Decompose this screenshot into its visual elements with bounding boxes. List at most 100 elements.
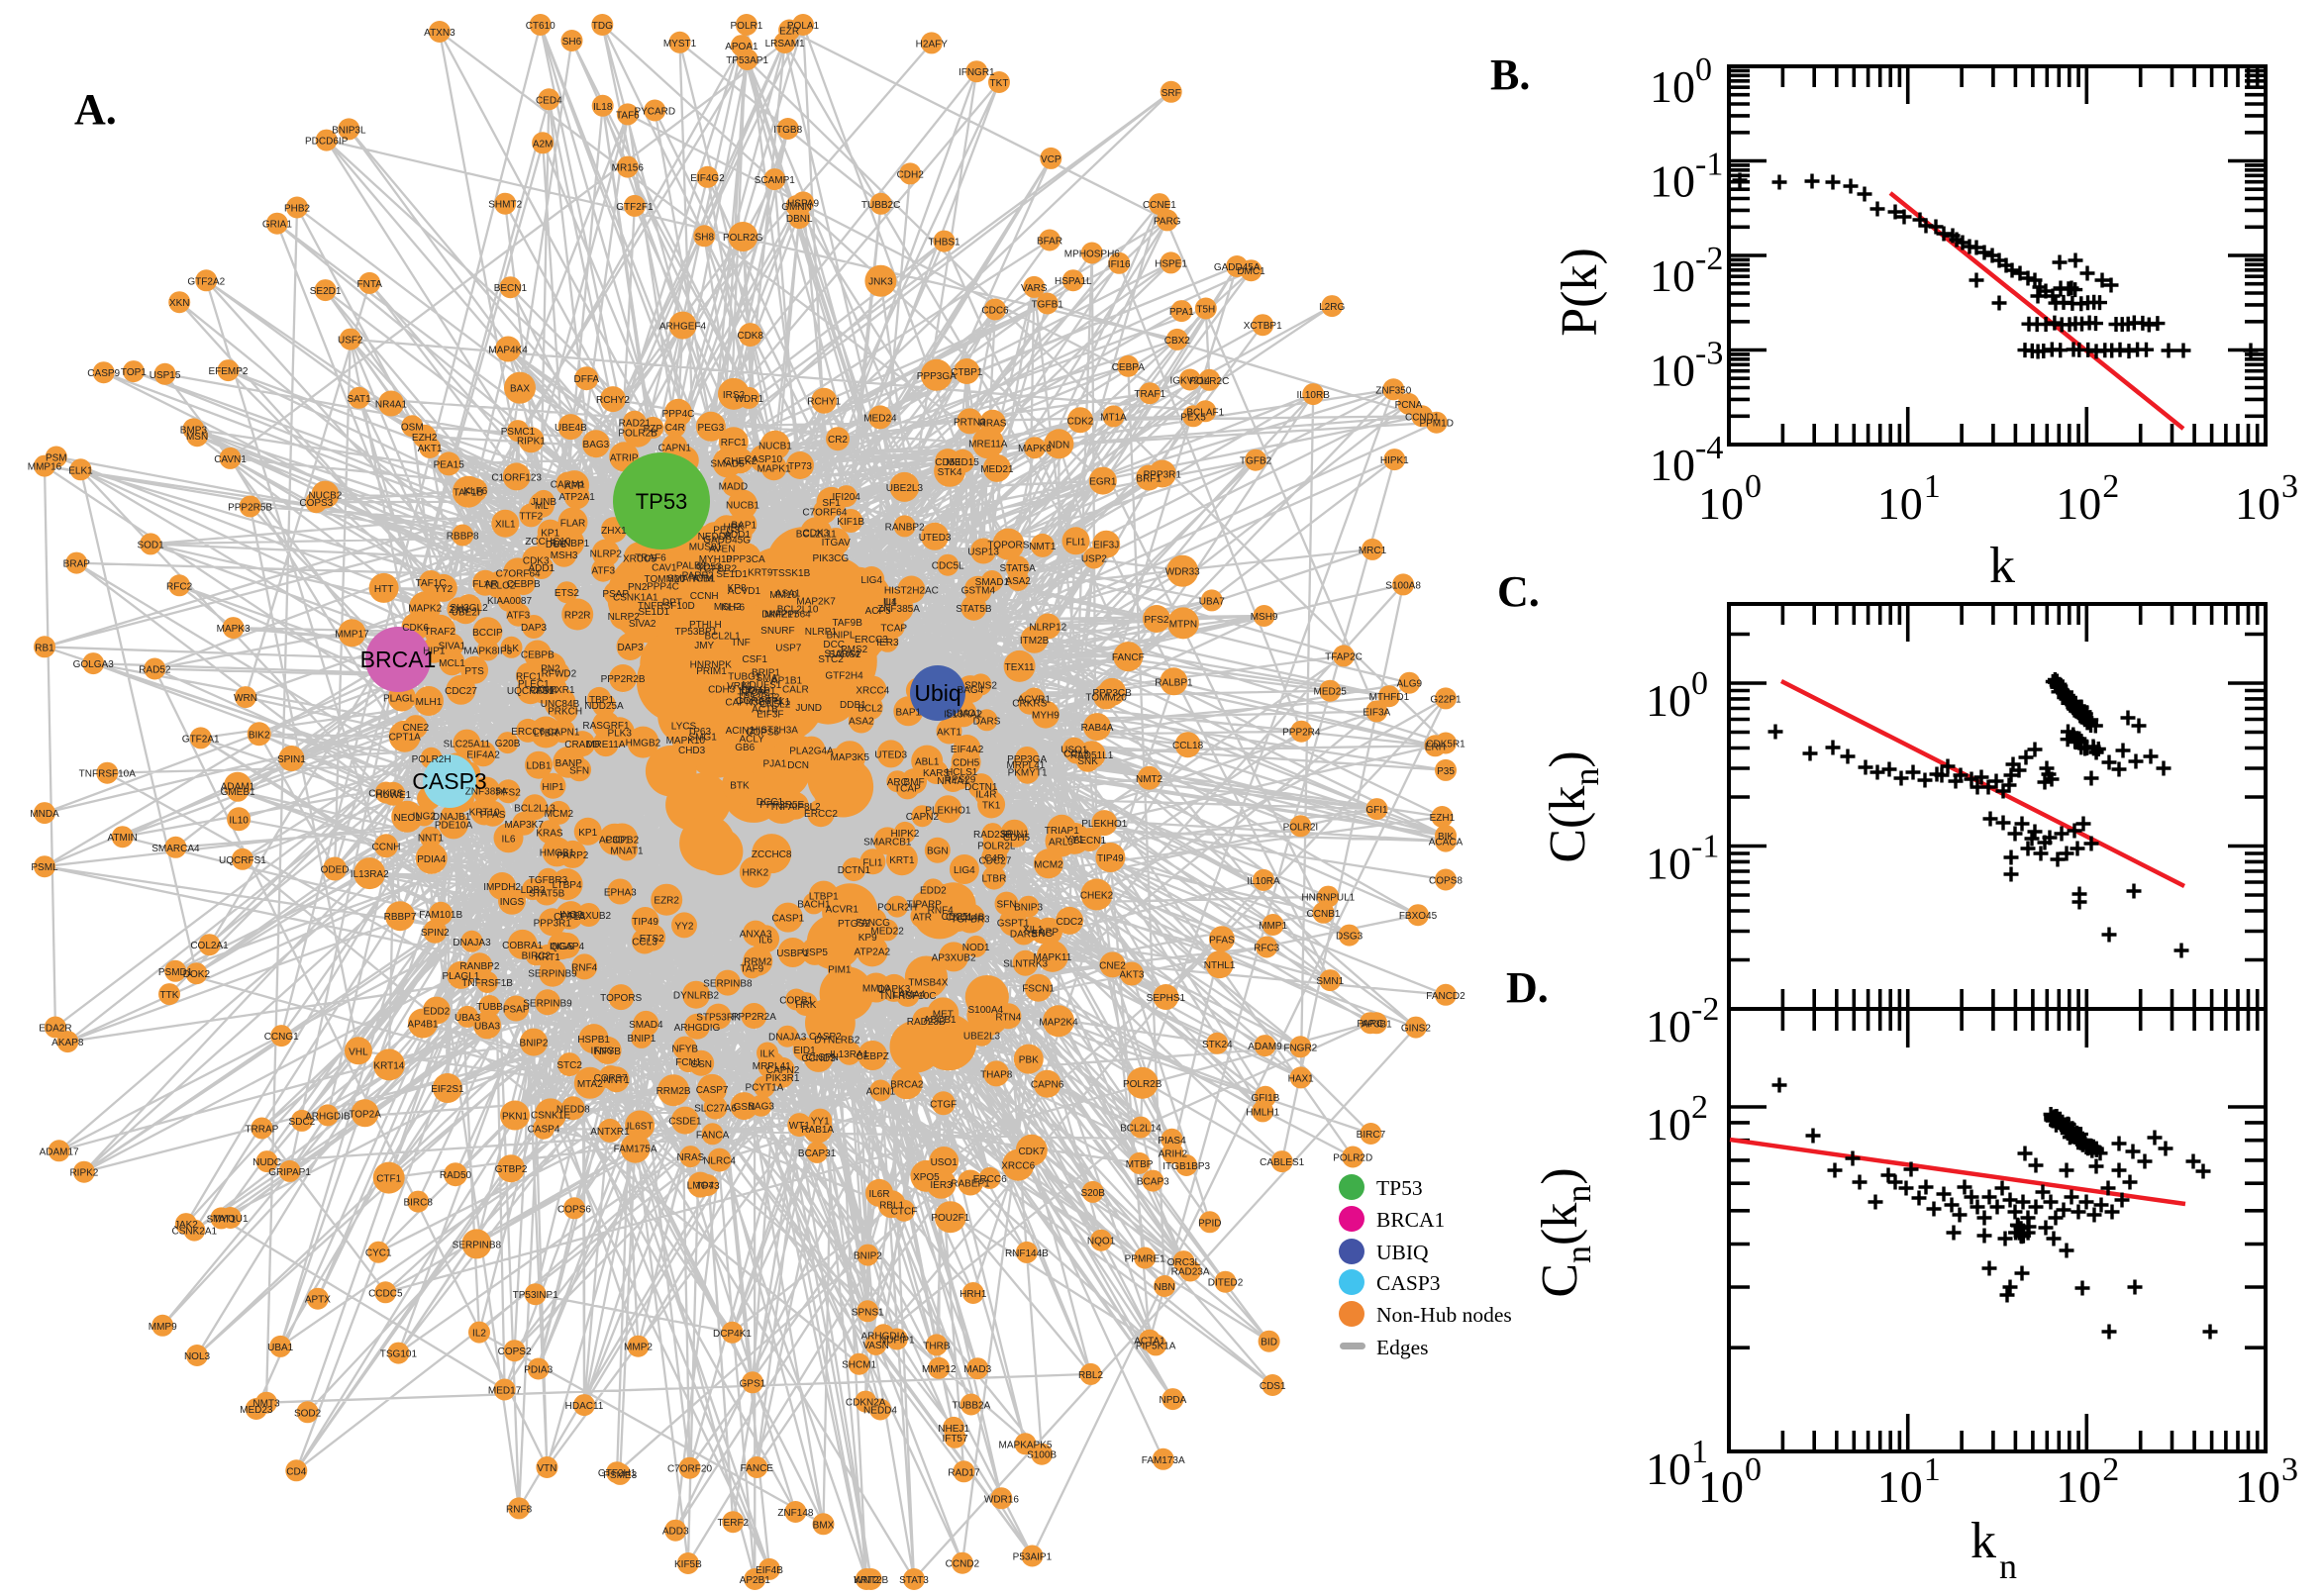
svg-text:BAP1: BAP1: [896, 707, 922, 718]
svg-text:IL18: IL18: [593, 102, 613, 113]
svg-text:HNRNPUL1: HNRNPUL1: [1301, 893, 1355, 904]
svg-text:BNIP2: BNIP2: [854, 1251, 882, 1262]
svg-text:3: 3: [2281, 468, 2298, 505]
svg-text:COL2A1: COL2A1: [190, 941, 229, 951]
svg-text:TK1: TK1: [982, 801, 1001, 812]
svg-text:CBX2: CBX2: [1164, 336, 1191, 347]
svg-text:BRF1: BRF1: [1136, 474, 1162, 485]
svg-text:PIAS4: PIAS4: [1158, 1136, 1186, 1147]
svg-text:10: 10: [1650, 156, 1695, 207]
svg-text:IFNG: IFNG: [591, 1047, 615, 1057]
svg-text:B.: B.: [1490, 50, 1530, 99]
svg-text:FBXO45: FBXO45: [1399, 911, 1438, 922]
svg-text:NEDD4: NEDD4: [863, 1406, 897, 1417]
svg-text:PALB2: PALB2: [676, 561, 707, 572]
svg-text:DMC1: DMC1: [1237, 266, 1265, 277]
svg-text:TOPORS: TOPORS: [600, 993, 642, 1004]
svg-text:SE1D1: SE1D1: [716, 569, 748, 580]
svg-text:CSNK1E: CSNK1E: [531, 1110, 570, 1121]
svg-text:MAP2K7: MAP2K7: [796, 596, 836, 607]
svg-text:ADD1: ADD1: [528, 563, 555, 574]
svg-text:10: 10: [2056, 478, 2101, 529]
svg-text:ODED: ODED: [321, 865, 350, 876]
svg-text:DARS: DARS: [973, 716, 1001, 727]
svg-text:NLRP2: NLRP2: [590, 549, 623, 560]
svg-text:PSMD1: PSMD1: [158, 967, 193, 978]
svg-text:TNF: TNF: [731, 638, 750, 648]
svg-text:NMT3: NMT3: [252, 1399, 280, 1410]
svg-text:USP5: USP5: [802, 948, 829, 958]
svg-text:TP53: TP53: [1376, 1176, 1423, 1200]
svg-text:PDIA3: PDIA3: [524, 1365, 553, 1376]
svg-text:ATMIN: ATMIN: [108, 833, 138, 844]
svg-text:PRTN3: PRTN3: [954, 417, 986, 428]
svg-text:XRCC5: XRCC5: [623, 553, 656, 564]
svg-text:USP13: USP13: [967, 548, 999, 558]
svg-text:TUBB2A: TUBB2A: [952, 1401, 990, 1412]
svg-text:ACVR1: ACVR1: [826, 905, 859, 916]
svg-text:RNF8: RNF8: [506, 1504, 533, 1515]
svg-text:SHCM1: SHCM1: [842, 1360, 876, 1371]
svg-text:MUS81: MUS81: [689, 542, 723, 552]
svg-text:EZR: EZR: [779, 27, 799, 38]
svg-text:ARHGDIG: ARHGDIG: [674, 1023, 721, 1034]
svg-text:RNF4: RNF4: [928, 906, 955, 917]
svg-text:ACLY: ACLY: [740, 735, 765, 746]
svg-text:MMP2: MMP2: [624, 1343, 653, 1353]
svg-text:CRKRS: CRKRS: [368, 789, 403, 800]
svg-text:DITED2: DITED2: [1208, 1278, 1244, 1289]
svg-text:TNFRSF10A: TNFRSF10A: [79, 769, 137, 780]
svg-text:CASP2: CASP2: [809, 1032, 842, 1043]
svg-text:CASP10: CASP10: [745, 454, 783, 465]
svg-text:CNE2: CNE2: [402, 723, 429, 734]
svg-text:SERPINB8: SERPINB8: [453, 1240, 502, 1250]
svg-text:SAT1: SAT1: [347, 394, 371, 405]
svg-text:XRCC6: XRCC6: [1001, 1161, 1035, 1172]
svg-text:BIRC7: BIRC7: [1357, 1130, 1386, 1141]
svg-text:CDH5: CDH5: [1003, 833, 1031, 844]
svg-text:IRS2: IRS2: [723, 390, 746, 401]
svg-text:1: 1: [1924, 1451, 1941, 1488]
svg-text:WDR33: WDR33: [1165, 567, 1200, 578]
svg-text:TOP1: TOP1: [121, 367, 147, 378]
svg-text:THRB: THRB: [923, 1341, 951, 1351]
svg-text:COPS2: COPS2: [498, 1347, 532, 1357]
svg-text:UBIQ: UBIQ: [1376, 1241, 1429, 1264]
svg-text:DAPK3: DAPK3: [878, 984, 911, 995]
svg-text:ACTB: ACTB: [752, 705, 778, 716]
svg-text:DAP3: DAP3: [521, 623, 548, 634]
svg-text:KP8: KP8: [728, 583, 747, 594]
svg-text:-1: -1: [1691, 829, 1719, 865]
svg-text:EGR1: EGR1: [1089, 477, 1117, 488]
svg-text:KRT1: KRT1: [889, 855, 915, 866]
svg-text:ADD3: ADD3: [662, 1527, 689, 1538]
svg-text:SPIN1: SPIN1: [1000, 830, 1029, 841]
svg-text:LIG4: LIG4: [860, 575, 882, 586]
svg-text:CASP3: CASP3: [1376, 1271, 1441, 1295]
svg-text:0: 0: [1745, 468, 1762, 505]
svg-text:CHD3: CHD3: [678, 746, 706, 756]
svg-text:JMY: JMY: [694, 641, 714, 651]
svg-text:LTBR: LTBR: [534, 729, 558, 740]
svg-text:MAP3K5: MAP3K5: [830, 752, 869, 763]
svg-text:KLF6: KLF6: [721, 603, 745, 614]
svg-text:VTN: VTN: [537, 1463, 556, 1474]
svg-text:KLF6: KLF6: [463, 486, 487, 497]
svg-text:PLAGL1: PLAGL1: [442, 971, 479, 982]
svg-text:CCNB1: CCNB1: [1307, 909, 1341, 920]
svg-text:KRT1: KRT1: [535, 952, 560, 963]
svg-text:NMT2: NMT2: [1136, 774, 1163, 785]
svg-text:10: 10: [1698, 1461, 1744, 1512]
svg-text:CDK6: CDK6: [402, 623, 429, 634]
svg-text:SMG1: SMG1: [688, 732, 717, 743]
svg-text:JUNB: JUNB: [531, 497, 556, 508]
svg-text:S100A4: S100A4: [968, 1005, 1004, 1016]
svg-text:MET: MET: [933, 1009, 954, 1020]
svg-text:DYNLRB2: DYNLRB2: [673, 991, 720, 1002]
svg-text:TGFBR2: TGFBR2: [698, 563, 738, 574]
svg-text:NHEJ1: NHEJ1: [938, 1424, 969, 1435]
svg-text:PSAP: PSAP: [503, 1005, 530, 1016]
svg-text:VARS: VARS: [1021, 283, 1048, 294]
svg-text:TGFB2: TGFB2: [1240, 456, 1272, 467]
svg-text:IER3: IER3: [930, 1180, 953, 1191]
